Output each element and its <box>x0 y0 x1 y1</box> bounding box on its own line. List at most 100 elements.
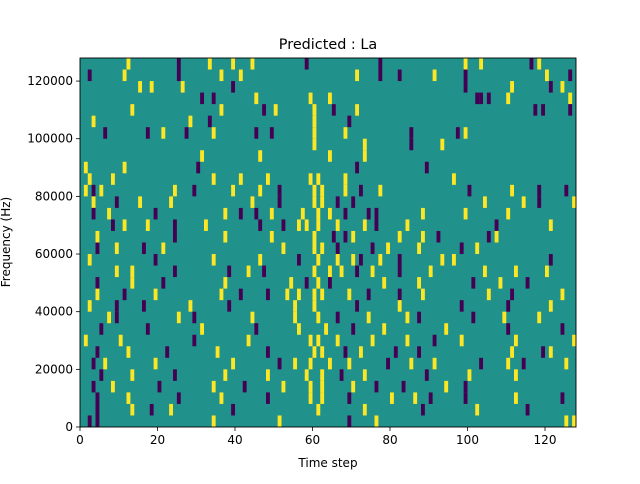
heatmap-cell <box>417 312 421 324</box>
heatmap-cell <box>154 358 158 370</box>
heatmap-cell <box>92 196 96 208</box>
heatmap-cell <box>347 415 351 427</box>
heatmap-cell <box>510 346 514 358</box>
heatmap-cell <box>130 277 134 289</box>
heatmap-cell <box>270 208 274 220</box>
heatmap-cell <box>483 266 487 278</box>
heatmap-cell <box>266 289 270 301</box>
heatmap-cell <box>537 58 541 70</box>
heatmap-cell <box>297 219 301 231</box>
heatmap-cell <box>208 58 212 70</box>
heatmap-cell <box>371 243 375 255</box>
heatmap-cell <box>537 196 541 208</box>
heatmap-cell <box>289 277 293 289</box>
heatmap-cell <box>88 254 92 266</box>
heatmap-cell <box>378 58 382 70</box>
heatmap-cell <box>204 219 208 231</box>
heatmap-cell <box>417 346 421 358</box>
heatmap-cell <box>192 335 196 347</box>
heatmap-cell <box>305 219 309 231</box>
heatmap-cell <box>479 358 483 370</box>
heatmap-cell <box>398 266 402 278</box>
heatmap-cell <box>103 358 107 370</box>
heatmap-cell <box>320 392 324 404</box>
heatmap-cell <box>173 369 177 381</box>
heatmap-cell <box>363 139 367 151</box>
heatmap-cell <box>367 208 371 220</box>
heatmap-cell <box>107 312 111 324</box>
heatmap-cell <box>464 127 468 139</box>
heatmap-cell <box>146 127 150 139</box>
heatmap-cell <box>568 70 572 82</box>
heatmap-cell <box>161 277 165 289</box>
heatmap-cell <box>309 381 313 393</box>
heatmap-cell <box>394 346 398 358</box>
heatmap-cell <box>429 392 433 404</box>
heatmap-cell <box>336 219 340 231</box>
heatmap-cell <box>123 70 127 82</box>
heatmap-cell <box>196 162 200 174</box>
heatmap-cell <box>227 266 231 278</box>
heatmap-cell <box>223 369 227 381</box>
heatmap-cell <box>371 266 375 278</box>
heatmap-cell <box>406 335 410 347</box>
heatmap-cell <box>96 289 100 301</box>
heatmap-cell <box>212 415 216 427</box>
heatmap-cell <box>340 369 344 381</box>
heatmap-cell <box>88 173 92 185</box>
x-tick-label: 60 <box>305 433 320 447</box>
heatmap-cell <box>173 266 177 278</box>
heatmap-cell <box>96 231 100 243</box>
heatmap-cell <box>293 300 297 312</box>
heatmap-cell <box>313 196 317 208</box>
heatmap-cell <box>510 289 514 301</box>
heatmap-cell <box>425 369 429 381</box>
heatmap-cell <box>561 323 565 335</box>
heatmap-cell <box>84 162 88 174</box>
heatmap-cell <box>251 58 255 70</box>
heatmap-cell <box>316 312 320 324</box>
heatmap-cell <box>313 346 317 358</box>
heatmap-cell <box>398 70 402 82</box>
heatmap-cell <box>309 93 313 105</box>
heatmap-cell <box>316 173 320 185</box>
heatmap-cell <box>189 300 193 312</box>
heatmap-cell <box>444 381 448 393</box>
heatmap-cell <box>382 323 386 335</box>
heatmap-cell <box>99 185 103 197</box>
heatmap-cell <box>390 392 394 404</box>
heatmap-cell <box>347 392 351 404</box>
heatmap-cell <box>297 254 301 266</box>
heatmap-cell <box>421 208 425 220</box>
heatmap-cell <box>165 346 169 358</box>
heatmap-cell <box>545 70 549 82</box>
heatmap-cell <box>398 254 402 266</box>
heatmap-cell <box>355 300 359 312</box>
chart-title: Predicted : La <box>279 37 377 53</box>
heatmap-cell <box>313 243 317 255</box>
heatmap-cell <box>142 243 146 255</box>
heatmap-cell <box>378 254 382 266</box>
heatmap-cell <box>328 150 332 162</box>
heatmap-cell <box>200 93 204 105</box>
heatmap-cell <box>212 254 216 266</box>
heatmap-cell <box>138 81 142 93</box>
heatmap-cell <box>510 185 514 197</box>
heatmap-cell <box>146 219 150 231</box>
heatmap-cell <box>96 243 100 255</box>
heatmap-cell <box>270 127 274 139</box>
heatmap-cell <box>320 346 324 358</box>
heatmap-cell <box>270 231 274 243</box>
heatmap-cell <box>297 323 301 335</box>
heatmap-cell <box>154 208 158 220</box>
heatmap-cell <box>251 312 255 324</box>
heatmap-cell <box>282 381 286 393</box>
heatmap-cell <box>177 58 181 70</box>
plot-background <box>80 58 576 427</box>
heatmap-cell <box>278 185 282 197</box>
heatmap-cell <box>200 150 204 162</box>
heatmap-cell <box>464 392 468 404</box>
heatmap-cell <box>564 358 568 370</box>
heatmap-cell <box>541 346 545 358</box>
heatmap-cell <box>231 81 235 93</box>
